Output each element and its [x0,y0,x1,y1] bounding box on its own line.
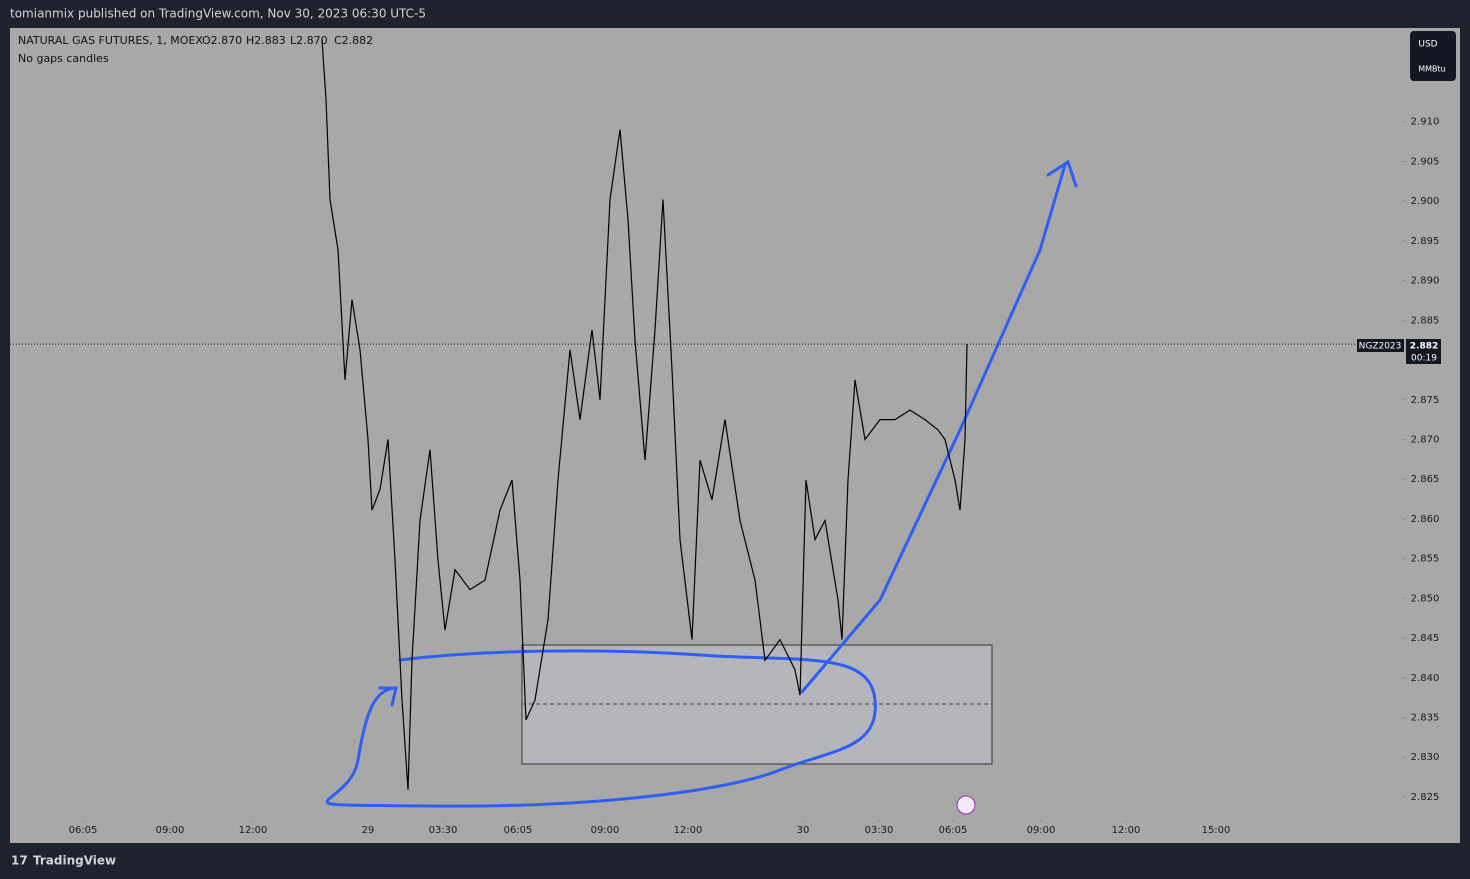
x-tick-label: 09:00 [156,825,185,836]
x-tick-label: 03:30 [429,825,458,836]
y-tick-label: 2.905 [1411,156,1440,167]
x-tick-label: 09:00 [1027,825,1056,836]
last-price: 2.882 [1410,342,1438,352]
ohlc-high: H2.883 [246,34,286,47]
x-tick-label: 06:05 [939,825,968,836]
y-tick-label: 2.900 [1411,196,1440,207]
y-tick-label: 2.840 [1411,673,1440,684]
y-tick-label: 2.910 [1411,117,1440,128]
y-tick-label: 2.885 [1411,315,1440,326]
symbol-tag [1357,339,1404,352]
y-tick-label: 2.890 [1411,276,1440,287]
x-tick-label: 15:00 [1202,825,1231,836]
y-tick-label: 2.865 [1411,474,1440,485]
ohlc-low: L2.870 [290,34,328,47]
y-tick-label: 2.855 [1411,554,1440,565]
unit: MMBtu [1418,65,1446,74]
price-tag [1406,339,1441,364]
x-tick-label: 09:00 [591,825,620,836]
x-tick-label: 12:00 [1112,825,1141,836]
currency: USD [1418,40,1437,50]
x-tick-label: 06:05 [69,825,98,836]
ohlc-close: C2.882 [334,34,373,47]
x-tick-label: 06:05 [504,825,533,836]
plot: 2.825 2.830 2.835 2.840 2.845 2.850 2.855 2.860… [10,39,1440,836]
price-line [321,39,968,790]
y-tick-label: 2.835 [1411,712,1440,723]
y-tick-label: 2.860 [1411,514,1440,525]
y-tick-label: 2.830 [1411,752,1440,763]
chart-title: NATURAL GAS FUTURES, 1, MOEX [18,34,203,47]
drawn-loop [325,649,877,808]
countdown: 00:19 [1411,354,1437,364]
x-tick-label: 30 [797,825,810,836]
y-tick-label: 2.850 [1411,593,1440,604]
brand-logo: 17 [11,854,28,868]
unit-box[interactable] [1410,31,1456,81]
brand: TradingView [33,854,116,868]
publish-header: tomianmix published on TradingView.com, … [10,7,426,21]
y-tick-label: 2.845 [1411,633,1440,644]
ohlc-open: O2.870 [202,34,242,47]
drawn-trend [800,163,1067,694]
y-tick-label: 2.870 [1411,434,1440,445]
annotations [325,159,1078,808]
y-tick-label: 2.895 [1411,236,1440,247]
x-tick-label: 12:00 [239,825,268,836]
x-tick-label: 03:30 [865,825,894,836]
event-icon[interactable] [956,795,976,815]
x-tick-label: 29 [362,825,375,836]
drawn-arrow-small [378,686,398,707]
symbol: NGZ2023 [1359,342,1402,352]
y-tick-label: 2.825 [1411,792,1440,803]
x-tick-label: 12:00 [674,825,703,836]
y-tick-label: 2.875 [1411,395,1440,406]
chart-subtitle: No gaps candles [18,52,109,65]
drawn-arrowhead [1046,159,1078,188]
